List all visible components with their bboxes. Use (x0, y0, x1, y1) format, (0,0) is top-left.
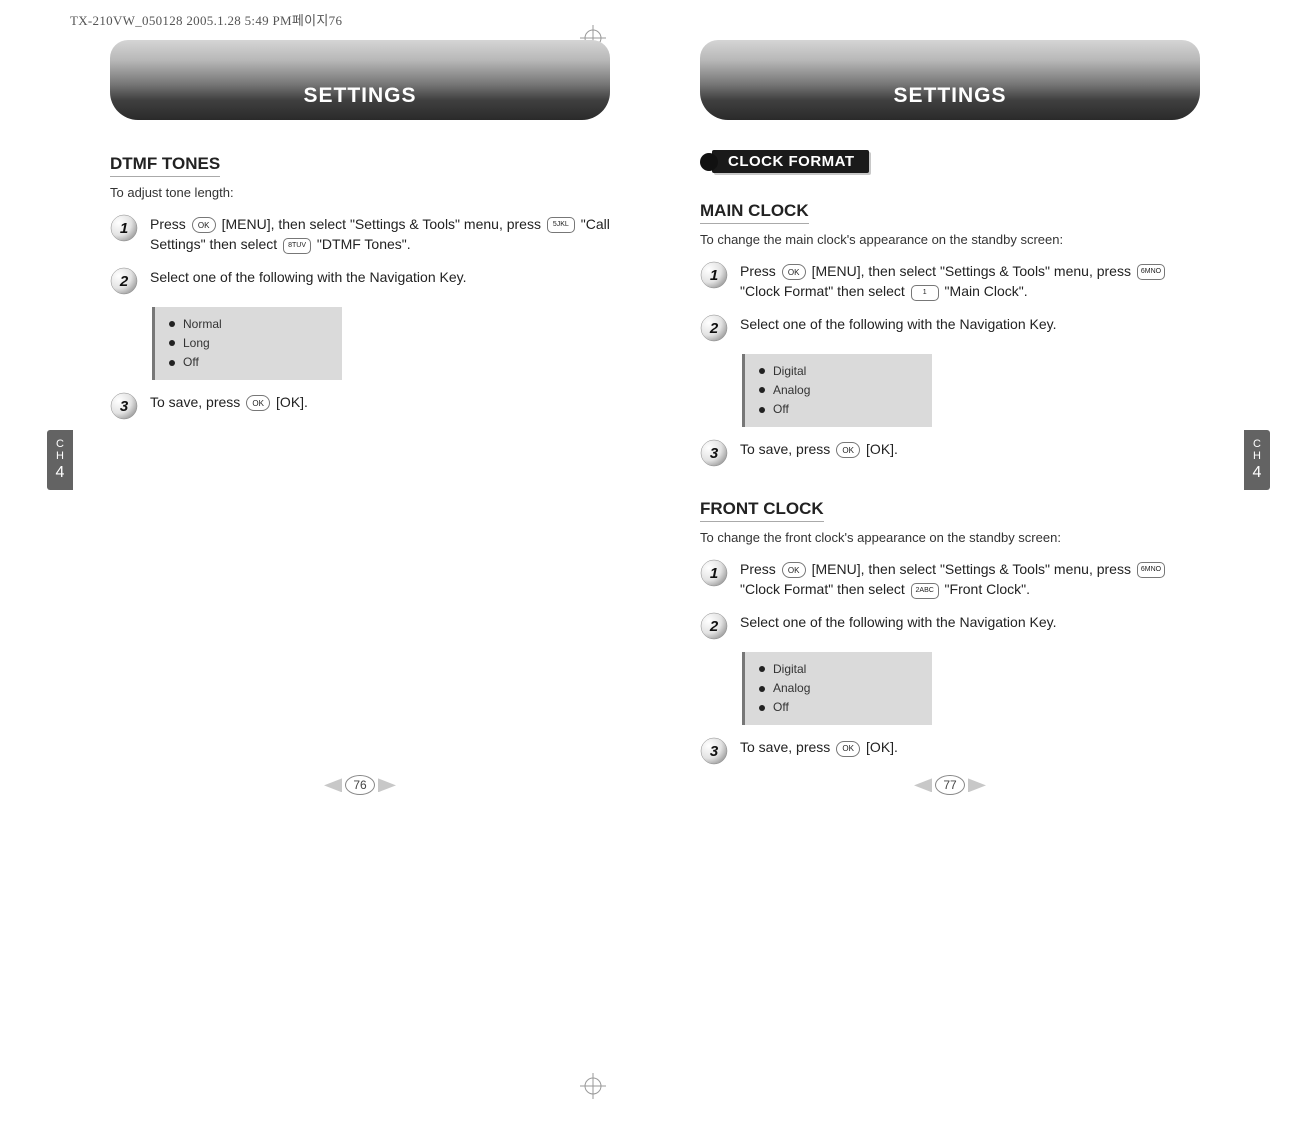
key-1-icon: 1 (911, 285, 939, 301)
key-6-icon: 6MNO (1137, 264, 1165, 280)
step-row: 2 Select one of the following with the N… (700, 612, 1200, 640)
step-badge-1: 1 (700, 559, 728, 587)
step-text: Select one of the following with the Nav… (740, 314, 1200, 342)
intro-text: To change the front clock's appearance o… (700, 530, 1200, 545)
option-item: Off (759, 698, 918, 717)
chapter-tab-left: C H 4 (47, 430, 73, 490)
key-8-icon: 8TUV (283, 238, 311, 254)
svg-text:2: 2 (119, 273, 129, 290)
options-box: Normal Long Off (152, 307, 342, 381)
page-right: SETTINGS CLOCK FORMAT MAIN CLOCK To chan… (680, 30, 1220, 817)
page-left: SETTINGS DTMF TONES To adjust tone lengt… (90, 30, 630, 817)
crop-mark-bottom (580, 1073, 606, 1104)
option-item: Off (169, 353, 328, 372)
option-item: Digital (759, 362, 918, 381)
step-row: 2 Select one of the following with the N… (110, 267, 610, 295)
step-text: To save, press OK [OK]. (150, 392, 610, 420)
step-badge-3: 3 (110, 392, 138, 420)
step-badge-3: 3 (700, 439, 728, 467)
svg-text:1: 1 (120, 220, 128, 237)
step-text: To save, press OK [OK]. (740, 737, 1200, 765)
step-badge-2: 2 (110, 267, 138, 295)
svg-text:3: 3 (710, 743, 719, 760)
svg-text:2: 2 (709, 618, 719, 635)
clock-format-pill: CLOCK FORMAT (700, 150, 869, 173)
page-title: SETTINGS (893, 84, 1006, 108)
option-item: Off (759, 400, 918, 419)
option-item: Digital (759, 660, 918, 679)
step-row: 3 To save, press OK [OK]. (700, 439, 1200, 467)
svg-text:1: 1 (710, 267, 718, 284)
step-row: 1 Press OK [MENU], then select "Settings… (700, 261, 1200, 302)
page-title-bar: SETTINGS (110, 40, 610, 120)
page-title-bar: SETTINGS (700, 40, 1200, 120)
page-number: 77 (914, 775, 986, 795)
step-badge-1: 1 (700, 261, 728, 289)
file-header-meta: TX-210VW_050128 2005.1.28 5:49 PM페이지76 (70, 10, 342, 29)
step-text: Press OK [MENU], then select "Settings &… (150, 214, 610, 255)
section-heading-dtmf: DTMF TONES (110, 154, 220, 177)
step-text: Press OK [MENU], then select "Settings &… (740, 559, 1200, 600)
step-row: 1 Press OK [MENU], then select "Settings… (110, 214, 610, 255)
step-row: 3 To save, press OK [OK]. (110, 392, 610, 420)
page-number: 76 (324, 775, 396, 795)
ok-key-icon: OK (836, 442, 860, 458)
step-text: Press OK [MENU], then select "Settings &… (740, 261, 1200, 302)
option-item: Analog (759, 381, 918, 400)
key-5-icon: 5JKL (547, 217, 575, 233)
step-text: To save, press OK [OK]. (740, 439, 1200, 467)
step-badge-2: 2 (700, 612, 728, 640)
step-badge-1: 1 (110, 214, 138, 242)
page-title: SETTINGS (303, 84, 416, 108)
step-row: 3 To save, press OK [OK]. (700, 737, 1200, 765)
chapter-tab-right: C H 4 (1244, 430, 1270, 490)
step-row: 2 Select one of the following with the N… (700, 314, 1200, 342)
options-box: Digital Analog Off (742, 652, 932, 726)
intro-text: To adjust tone length: (110, 185, 610, 200)
ok-key-icon: OK (782, 562, 806, 578)
ok-key-icon: OK (192, 217, 216, 233)
options-box: Digital Analog Off (742, 354, 932, 428)
svg-text:3: 3 (120, 398, 129, 415)
step-text: Select one of the following with the Nav… (150, 267, 610, 295)
section-heading-main-clock: MAIN CLOCK (700, 201, 809, 224)
step-badge-3: 3 (700, 737, 728, 765)
step-text: Select one of the following with the Nav… (740, 612, 1200, 640)
key-2-icon: 2ABC (911, 583, 939, 599)
svg-text:1: 1 (710, 565, 718, 582)
svg-text:3: 3 (710, 445, 719, 462)
key-6-icon: 6MNO (1137, 562, 1165, 578)
ok-key-icon: OK (782, 264, 806, 280)
step-row: 1 Press OK [MENU], then select "Settings… (700, 559, 1200, 600)
ok-key-icon: OK (246, 395, 270, 411)
section-heading-front-clock: FRONT CLOCK (700, 499, 824, 522)
step-badge-2: 2 (700, 314, 728, 342)
option-item: Normal (169, 315, 328, 334)
option-item: Long (169, 334, 328, 353)
option-item: Analog (759, 679, 918, 698)
svg-text:2: 2 (709, 320, 719, 337)
intro-text: To change the main clock's appearance on… (700, 232, 1200, 247)
ok-key-icon: OK (836, 741, 860, 757)
